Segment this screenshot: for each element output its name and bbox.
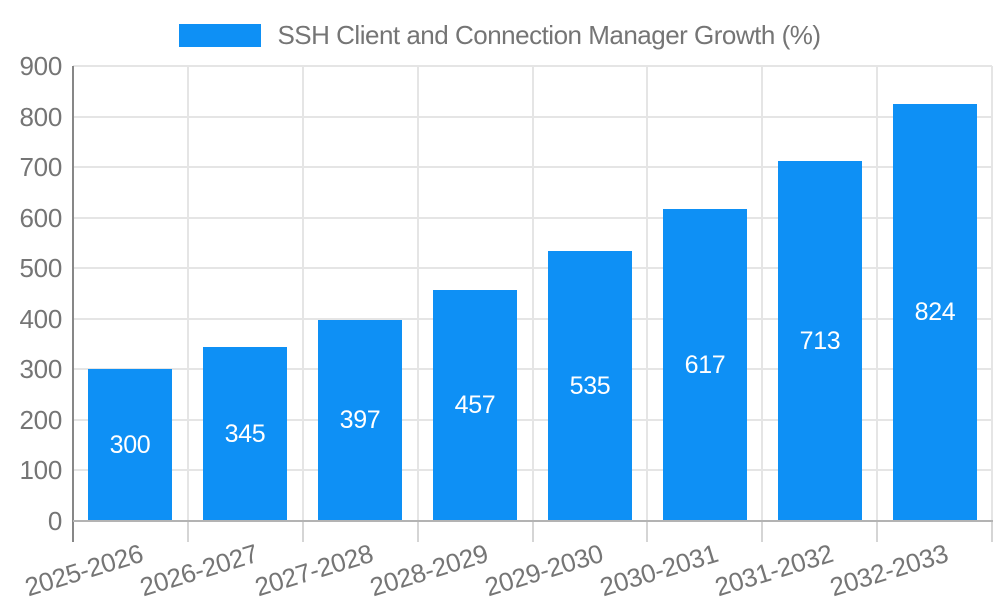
bar-2031-2032[interactable]: 713 xyxy=(778,161,862,521)
bar-2025-2026[interactable]: 300 xyxy=(88,369,172,521)
x-axis-tick-label: 2031-2032 xyxy=(711,538,837,600)
bar-2026-2027[interactable]: 345 xyxy=(203,347,287,521)
legend-color-swatch xyxy=(179,24,262,47)
bar-value-label: 617 xyxy=(684,350,726,379)
bar-value-label: 345 xyxy=(224,419,266,448)
x-axis-tick xyxy=(187,522,189,542)
x-axis-tick-label: 2030-2031 xyxy=(596,538,722,600)
gridline-vertical xyxy=(646,66,648,521)
bar-2030-2031[interactable]: 617 xyxy=(663,209,747,521)
bar-value-label: 535 xyxy=(569,371,611,400)
legend-label: SSH Client and Connection Manager Growth… xyxy=(277,20,821,50)
y-axis-tick-label: 200 xyxy=(19,405,63,435)
gridline-vertical xyxy=(876,66,878,521)
gridline-vertical xyxy=(417,66,419,521)
y-axis-tick-label: 500 xyxy=(19,253,63,283)
y-axis-tick-label: 700 xyxy=(19,152,63,182)
y-axis-tick-label: 300 xyxy=(19,354,63,384)
y-axis-tick-label: 100 xyxy=(19,455,63,485)
x-axis-tick xyxy=(532,522,534,542)
x-axis-tick xyxy=(646,522,648,542)
x-axis-line xyxy=(73,520,993,522)
x-axis-tick-label: 2032-2033 xyxy=(826,538,952,600)
bar-value-label: 824 xyxy=(914,298,956,326)
x-axis-tick-label: 2026-2027 xyxy=(136,538,262,600)
gridline-vertical xyxy=(991,66,993,521)
bar-value-label: 397 xyxy=(339,406,381,434)
x-axis-tick xyxy=(417,522,419,542)
bar-value-label: 457 xyxy=(454,391,496,419)
y-axis-tick-label: 600 xyxy=(19,203,63,233)
y-axis-tick-label: 900 xyxy=(19,51,63,81)
x-axis-tick-label: 2029-2030 xyxy=(481,538,607,600)
gridline-vertical xyxy=(761,66,763,521)
bar-2032-2033[interactable]: 824 xyxy=(893,104,977,521)
gridline-vertical xyxy=(302,66,304,521)
x-axis-tick xyxy=(991,522,993,542)
gridline-vertical xyxy=(532,66,534,521)
bar-2028-2029[interactable]: 457 xyxy=(433,290,517,521)
x-axis-tick xyxy=(302,522,304,542)
x-axis-tick xyxy=(876,522,878,542)
bar-2029-2030[interactable]: 535 xyxy=(548,251,632,521)
bar-value-label: 713 xyxy=(799,326,841,355)
legend[interactable]: SSH Client and Connection Manager Growth… xyxy=(0,20,1000,51)
y-axis-tick-label: 800 xyxy=(19,102,63,132)
y-axis-line xyxy=(72,66,74,542)
bar-value-label: 300 xyxy=(109,430,151,459)
y-axis-tick-label: 0 xyxy=(47,506,62,536)
y-axis-tick-label: 400 xyxy=(19,304,63,334)
x-axis-tick-label: 2025-2026 xyxy=(21,538,147,600)
x-axis-tick xyxy=(761,522,763,542)
x-axis-tick-label: 2028-2029 xyxy=(366,538,492,600)
gridline-vertical xyxy=(187,66,189,521)
x-axis-tick-label: 2027-2028 xyxy=(251,538,377,600)
bar-2027-2028[interactable]: 397 xyxy=(318,320,402,521)
